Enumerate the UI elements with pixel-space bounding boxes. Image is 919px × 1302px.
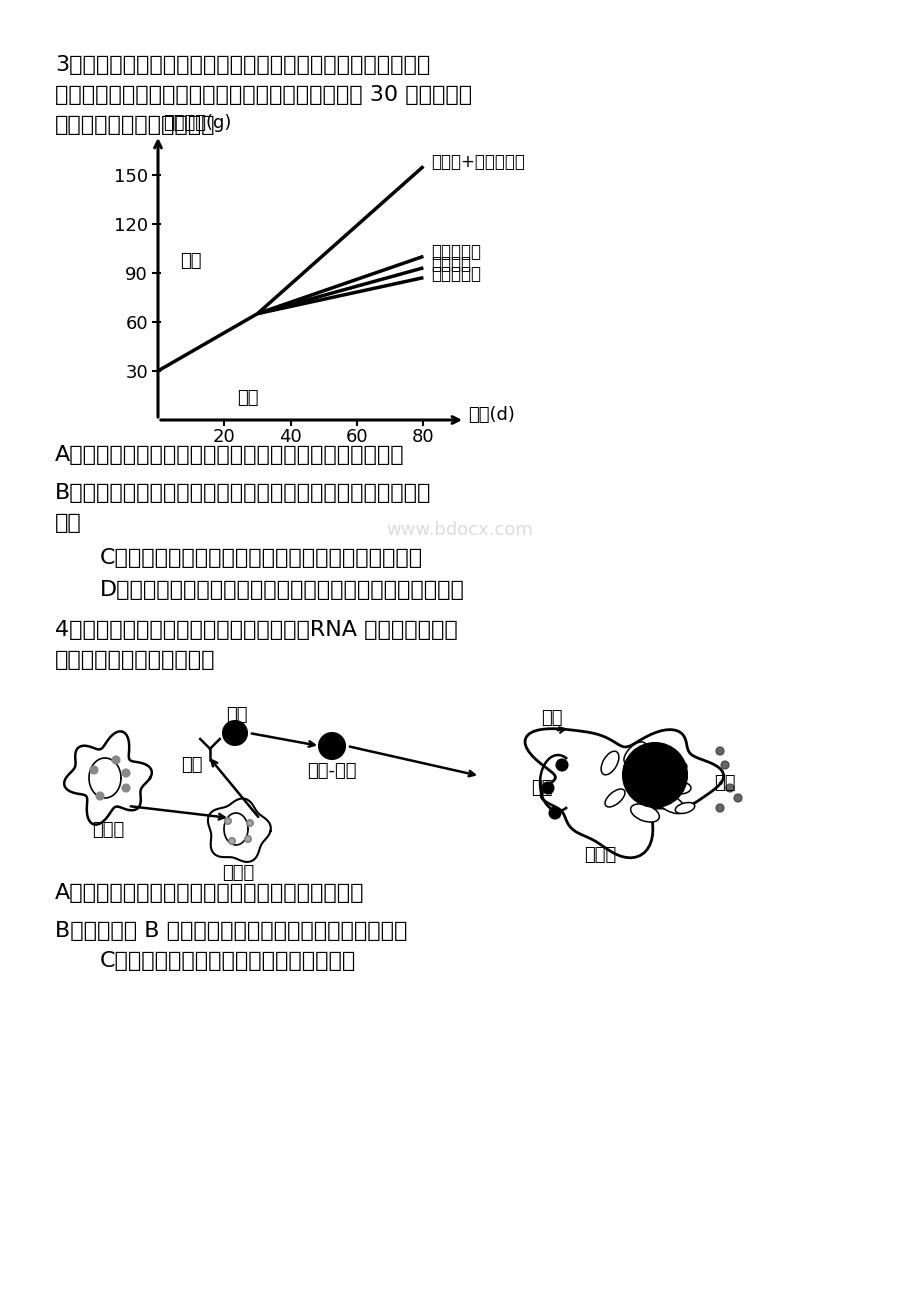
Text: 90: 90 xyxy=(125,266,148,284)
Text: A．有细胞丙参与的免疫过程属于人体的特异性免疫: A．有细胞丙参与的免疫过程属于人体的特异性免疫 xyxy=(55,883,364,904)
Text: 天数(d): 天数(d) xyxy=(468,406,515,424)
Text: 生理盐水组: 生理盐水组 xyxy=(431,264,481,283)
Text: 吞噬: 吞噬 xyxy=(540,710,562,727)
Text: 抗体: 抗体 xyxy=(181,756,202,773)
Ellipse shape xyxy=(630,803,659,822)
Text: 细胞丙: 细胞丙 xyxy=(584,846,616,865)
Circle shape xyxy=(549,807,560,819)
Circle shape xyxy=(715,747,723,755)
Ellipse shape xyxy=(663,760,686,775)
Ellipse shape xyxy=(675,802,694,814)
Text: 平均体重(g): 平均体重(g) xyxy=(163,115,231,132)
Ellipse shape xyxy=(600,751,618,775)
Text: 抗原: 抗原 xyxy=(226,706,247,724)
Text: 影响: 影响 xyxy=(55,513,82,533)
Text: 细胞乙: 细胞乙 xyxy=(221,865,254,881)
Text: 120: 120 xyxy=(114,216,148,234)
Polygon shape xyxy=(525,729,722,858)
Circle shape xyxy=(319,733,345,759)
Text: 程，下列叙述正确的是（）: 程，下列叙述正确的是（） xyxy=(55,650,215,671)
Text: 产物: 产物 xyxy=(713,773,735,792)
Polygon shape xyxy=(223,812,248,845)
Ellipse shape xyxy=(651,745,668,760)
Text: 80: 80 xyxy=(412,428,435,447)
Text: 3．选取同品种、同日龄的健康大鼠若干只，实施切除手术，一: 3．选取同品种、同日龄的健康大鼠若干只，实施切除手术，一 xyxy=(55,55,430,76)
Circle shape xyxy=(246,820,253,825)
Text: 手术: 手术 xyxy=(180,251,201,270)
Ellipse shape xyxy=(668,783,690,794)
Text: D．胰岛素与生长激素共同作用的效应大于它们单独作用之和: D．胰岛素与生长激素共同作用的效应大于它们单独作用之和 xyxy=(100,579,464,600)
Text: www.bdocx.com: www.bdocx.com xyxy=(386,521,533,539)
Circle shape xyxy=(715,805,723,812)
Text: B．细胞甲为 B 细胞，其与细胞乙、丙都能接受抗原刺激: B．细胞甲为 B 细胞，其与细胞乙、丙都能接受抗原刺激 xyxy=(55,921,407,941)
Circle shape xyxy=(122,769,130,776)
Circle shape xyxy=(556,759,567,771)
Circle shape xyxy=(225,818,231,824)
Circle shape xyxy=(244,836,251,842)
Circle shape xyxy=(725,784,733,792)
Ellipse shape xyxy=(632,763,666,784)
Text: A．该实验目的是探究胰岛素和生长激素对大鼠生长的影响: A．该实验目的是探究胰岛素和生长激素对大鼠生长的影响 xyxy=(55,445,404,465)
Circle shape xyxy=(720,760,728,769)
Circle shape xyxy=(90,767,97,773)
Text: 生长激素组: 生长激素组 xyxy=(431,243,481,262)
Ellipse shape xyxy=(623,742,645,764)
Text: 胰岛素+生长激素组: 胰岛素+生长激素组 xyxy=(431,154,525,172)
Text: 注射: 注射 xyxy=(236,389,258,408)
Text: 60: 60 xyxy=(346,428,368,447)
Text: B．切除胰腺及垂体可减小小鼠自身胰岛素和生长激素对实验的: B．切除胰腺及垂体可减小小鼠自身胰岛素和生长激素对实验的 xyxy=(55,483,431,503)
Text: 40: 40 xyxy=(279,428,301,447)
Text: 4．如图表示人体免疫系统清除流感病毒（RNA 病毒）的部分过: 4．如图表示人体免疫系统清除流感病毒（RNA 病毒）的部分过 xyxy=(55,620,458,641)
Text: 细胞甲: 细胞甲 xyxy=(92,822,124,838)
Text: 图。下列叙述错误的是（）: 图。下列叙述错误的是（） xyxy=(55,115,215,135)
Circle shape xyxy=(542,783,553,793)
Text: 60: 60 xyxy=(125,315,148,333)
Text: 30: 30 xyxy=(125,365,148,381)
Circle shape xyxy=(112,756,119,763)
Circle shape xyxy=(622,743,686,807)
Polygon shape xyxy=(64,732,152,824)
Circle shape xyxy=(122,785,130,792)
Text: 段时间后随机等分成四组，分别注射激素及生理盐水 30 天，结果如: 段时间后随机等分成四组，分别注射激素及生理盐水 30 天，结果如 xyxy=(55,85,471,105)
Circle shape xyxy=(96,793,103,799)
Text: C．与细胞乙相比，细胞丙的溶酶体更发达: C．与细胞乙相比，细胞丙的溶酶体更发达 xyxy=(100,950,356,971)
Polygon shape xyxy=(208,798,270,862)
Circle shape xyxy=(222,721,246,745)
Text: 胰岛素组: 胰岛素组 xyxy=(431,255,471,273)
Ellipse shape xyxy=(655,793,684,814)
Polygon shape xyxy=(89,758,121,798)
Text: 抗原-抗体: 抗原-抗体 xyxy=(307,762,357,780)
Text: 150: 150 xyxy=(114,168,148,186)
Ellipse shape xyxy=(605,789,624,807)
Text: 20: 20 xyxy=(212,428,235,447)
Text: C．增大生长激素和胰岛素的注射量，实验效果更显著: C．增大生长激素和胰岛素的注射量，实验效果更显著 xyxy=(100,548,423,568)
Circle shape xyxy=(733,794,742,802)
Circle shape xyxy=(229,838,234,844)
Text: 识别: 识别 xyxy=(530,779,552,797)
